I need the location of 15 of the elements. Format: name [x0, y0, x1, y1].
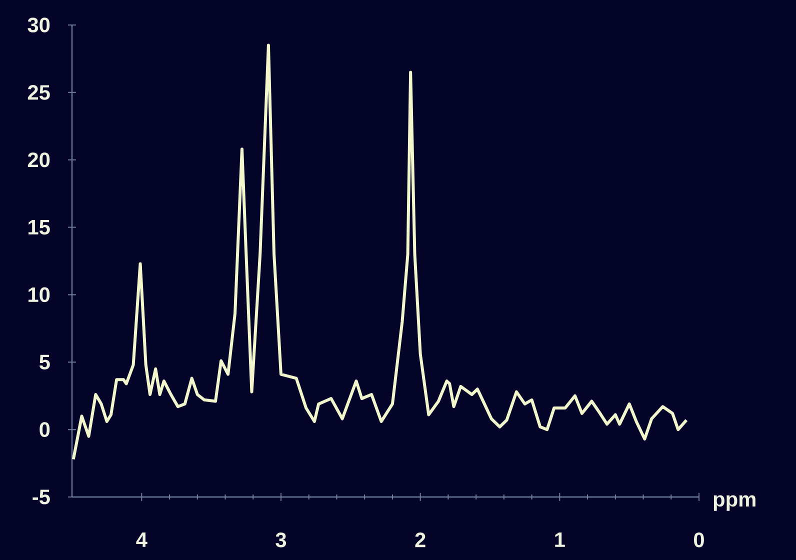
- x-tick-label: 3: [276, 532, 286, 548]
- x-tick-label: 2: [415, 532, 426, 548]
- y-tick-label: 20: [28, 152, 50, 168]
- y-tick-label: 15: [28, 220, 50, 235]
- y-tick-label: 10: [28, 287, 50, 302]
- y-tick-label: 5: [39, 354, 50, 370]
- x-tick-label: 1: [555, 532, 565, 547]
- line-series: [72, 44, 688, 461]
- y-tick-label: 0: [40, 422, 50, 437]
- x-tick-label: 0: [694, 532, 704, 548]
- y-tick-label: 25: [28, 85, 50, 100]
- x-axis-title: ppm: [714, 495, 756, 511]
- x-tick-label: 4: [136, 532, 148, 547]
- y-tick-label: 30: [28, 18, 50, 32]
- y-tick-label: -5: [32, 490, 50, 504]
